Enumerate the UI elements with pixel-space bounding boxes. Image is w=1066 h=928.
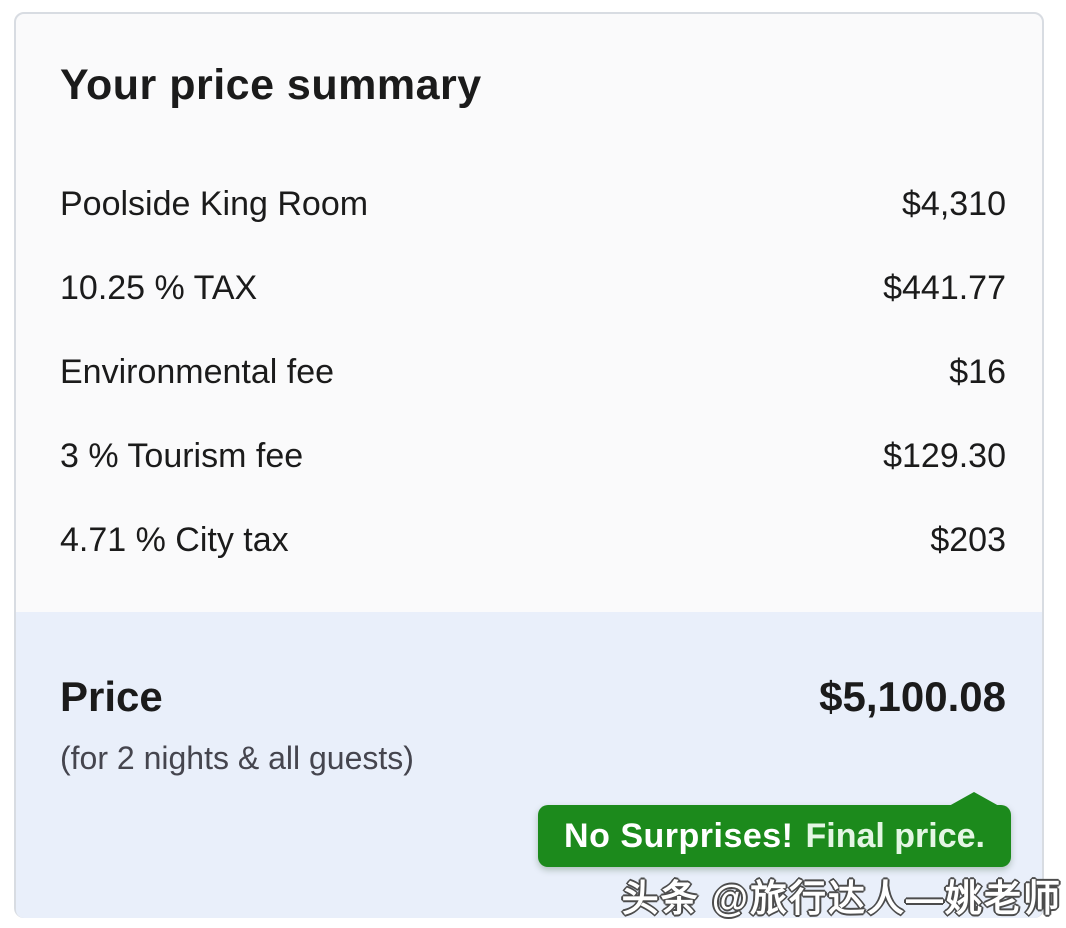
total-amount: $5,100.08 xyxy=(819,673,1006,720)
total-price-section: Price $5,100.08 (for 2 nights & all gues… xyxy=(16,612,1042,918)
tooltip-text: Final price. xyxy=(805,816,986,855)
line-item-label: Environmental fee xyxy=(60,353,335,391)
line-item-label: 10.25 % TAX xyxy=(60,269,258,307)
tooltip-arrow-icon xyxy=(949,792,999,806)
line-item-amount: $16 xyxy=(949,353,1006,391)
price-breakdown-section: Your price summary Poolside King Room $4… xyxy=(16,14,1042,612)
line-item-amount: $129.30 xyxy=(883,437,1006,475)
line-item-row: Poolside King Room $4,310 xyxy=(60,182,1006,226)
line-item-row: 3 % Tourism fee $129.30 xyxy=(60,434,1006,478)
total-row: Price $5,100.08 xyxy=(60,670,1006,724)
line-item-amount: $203 xyxy=(930,521,1006,559)
line-item-row: 4.71 % City tax $203 xyxy=(60,518,1006,562)
total-label: Price xyxy=(60,673,163,720)
total-note: (for 2 nights & all guests) xyxy=(60,740,414,776)
tooltip-highlight: No Surprises! xyxy=(564,816,794,855)
watermark: 头条 @旅行达人—姚老师 xyxy=(621,878,1062,919)
price-summary-card: Your price summary Poolside King Room $4… xyxy=(14,12,1044,918)
card-title: Your price summary xyxy=(60,61,482,109)
line-item-row: 10.25 % TAX $441.77 xyxy=(60,266,1006,310)
line-item-amount: $4,310 xyxy=(902,185,1006,223)
line-item-row: Environmental fee $16 xyxy=(60,350,1006,394)
final-price-tooltip: No Surprises! Final price. xyxy=(538,792,1011,867)
line-item-label: 3 % Tourism fee xyxy=(60,437,304,475)
line-item-amount: $441.77 xyxy=(883,269,1006,307)
line-item-label: 4.71 % City tax xyxy=(60,521,289,559)
line-item-label: Poolside King Room xyxy=(60,185,369,223)
